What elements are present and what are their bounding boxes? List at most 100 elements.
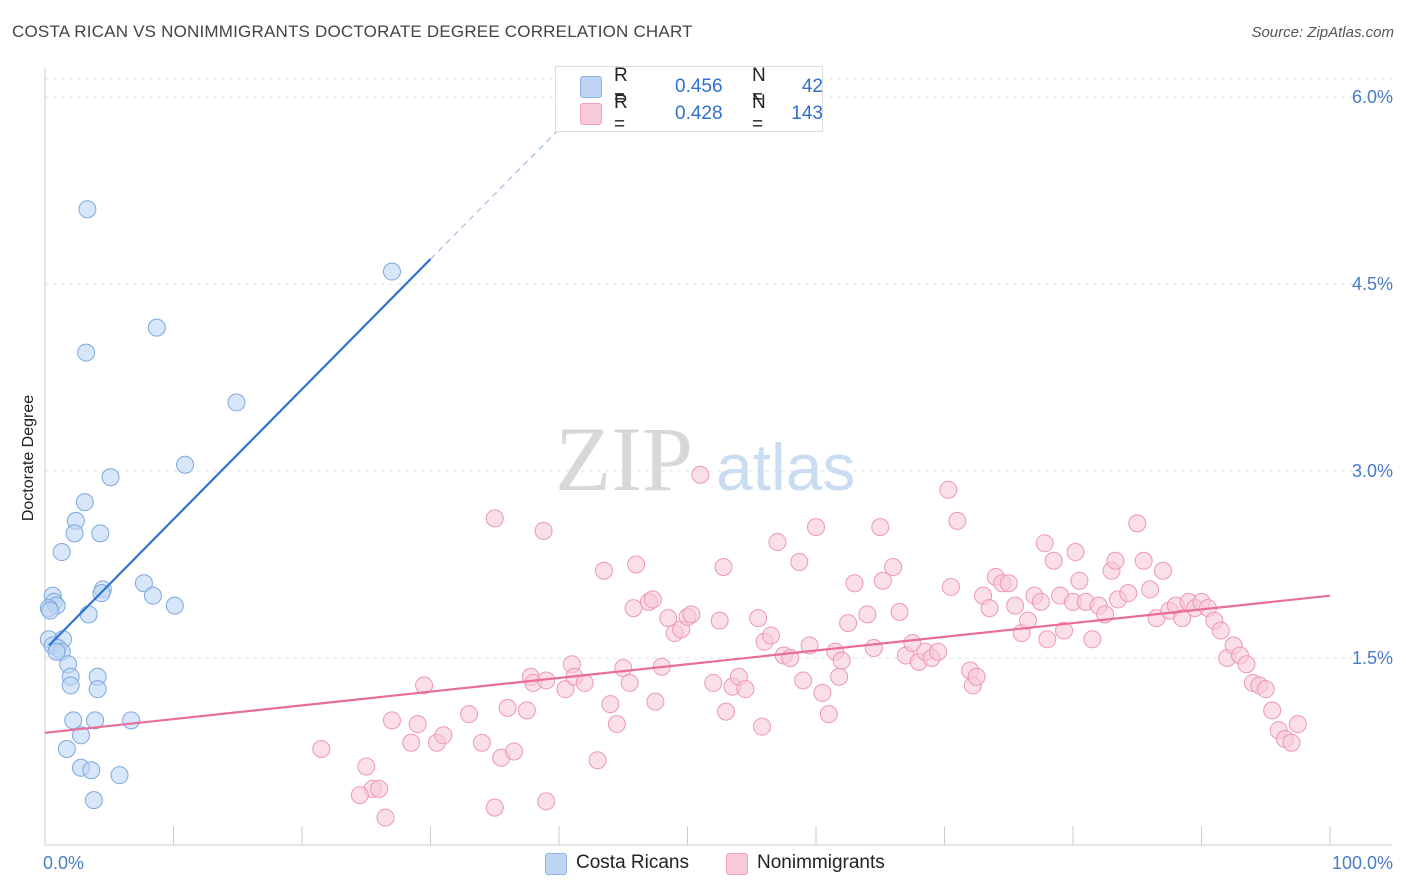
nonimmigrants-point <box>873 571 892 590</box>
axes <box>44 68 1392 846</box>
nonimmigrants-point <box>601 695 620 714</box>
legend-r-label: R = <box>614 92 628 135</box>
legend-n-value: 143 <box>791 103 823 124</box>
y-tick-label: 3.0% <box>1352 461 1393 481</box>
nonimmigrants-point <box>717 702 736 721</box>
costa-ricans-point <box>65 524 84 543</box>
nonimmigrants-point <box>762 626 781 645</box>
nonimmigrants-point <box>999 574 1018 593</box>
nonimmigrants-point <box>1066 543 1085 562</box>
nonimmigrants-point <box>948 511 967 530</box>
nonimmigrants-point <box>1153 561 1172 580</box>
y-tick-label: 6.0% <box>1352 87 1393 107</box>
nonimmigrants-point <box>1019 611 1038 630</box>
x-tick-label-max: 100.0% <box>1332 853 1393 873</box>
nonimmigrants-point <box>939 480 958 499</box>
nonimmigrants-point <box>736 680 755 699</box>
nonimmigrants-point <box>370 779 389 798</box>
nonimmigrants-point <box>1237 655 1256 674</box>
watermark-atlas: atlas <box>716 430 855 504</box>
nonimmigrants-point <box>749 609 768 628</box>
chart-title: COSTA RICAN VS NONIMMIGRANTS DOCTORATE D… <box>12 22 693 41</box>
nonimmigrants-point <box>485 798 504 817</box>
legend-swatch-costa <box>545 853 567 875</box>
nonimmigrants-point <box>575 673 594 692</box>
costa-ricans-point <box>382 262 401 281</box>
nonimmigrants-point <box>819 705 838 724</box>
legend-swatch-nonimm <box>580 103 602 125</box>
nonimmigrants-points <box>312 465 1307 827</box>
costa-ricans-point <box>134 574 153 593</box>
costa-ricans-point <box>57 740 76 759</box>
nonimmigrants-point <box>839 614 858 633</box>
nonimmigrants-point <box>813 683 832 702</box>
nonimmigrants-point <box>1035 534 1054 553</box>
costa-ricans-point <box>82 761 101 780</box>
nonimmigrants-point <box>627 555 646 574</box>
costa-ricans-point <box>86 711 105 730</box>
costa-ricans-point <box>77 343 96 362</box>
trend-lines <box>44 102 1331 734</box>
costa-ricans-point <box>64 711 83 730</box>
nonimmigrants-point <box>768 533 787 552</box>
costa-ricans-point <box>78 200 97 219</box>
legend-label-costa: Costa Ricans <box>576 852 689 873</box>
costa-ricans-point <box>84 791 103 810</box>
nonimmigrants-point <box>588 751 607 770</box>
nonimmigrants-point <box>472 733 491 752</box>
nonimmigrants-point <box>312 740 331 759</box>
nonimmigrants-point <box>620 673 639 692</box>
legend-r-value: 0.428 <box>675 103 723 124</box>
nonimmigrants-point <box>980 599 999 618</box>
nonimmigrants-point <box>643 590 662 609</box>
watermark-zip: ZIP <box>555 408 693 510</box>
nonimmigrants-point <box>1282 733 1301 752</box>
costa-ricans-point <box>110 766 129 785</box>
y-tick-label: 4.5% <box>1352 274 1393 294</box>
costa-ricans-points <box>39 200 401 810</box>
nonimmigrants-point <box>845 574 864 593</box>
watermark: ZIP atlas <box>555 408 855 510</box>
nonimmigrants-point <box>714 557 733 576</box>
nonimmigrants-point <box>594 561 613 580</box>
nonimmigrants-point <box>1134 551 1153 570</box>
nonimmigrants-point <box>1044 551 1063 570</box>
nonimmigrants-point <box>929 642 948 661</box>
nonimmigrants-point <box>415 676 434 695</box>
costa-ricans-point <box>75 493 94 512</box>
nonimmigrants-point <box>357 757 376 776</box>
costa-ricans-point <box>143 586 162 605</box>
nonimmigrants-point <box>1083 630 1102 649</box>
nonimmigrants-point <box>1038 630 1057 649</box>
legend-n-label: N = <box>752 65 766 108</box>
nonimmigrants-point <box>402 733 421 752</box>
nonimmigrants-point <box>1141 580 1160 599</box>
nonimmigrants-point <box>659 609 678 628</box>
x-tick-label-min: 0.0% <box>43 853 84 873</box>
costa-ricans-point <box>47 642 66 661</box>
nonimmigrants-point <box>890 602 909 621</box>
nonimmigrants-point <box>382 711 401 730</box>
nonimmigrants-point <box>1211 621 1230 640</box>
nonimmigrants-point <box>1055 621 1074 640</box>
nonimmigrants-point <box>884 557 903 576</box>
y-tick-label: 1.5% <box>1352 648 1393 668</box>
costa-ricans-point <box>52 543 71 562</box>
costa-ricans-point <box>88 680 107 699</box>
nonimmigrants-point <box>498 698 517 717</box>
nonimmigrants-point <box>534 521 553 540</box>
costa-ricans-point <box>227 393 246 412</box>
nonimmigrants-point <box>607 715 626 734</box>
nonimmigrants-point <box>614 658 633 677</box>
costa-ricans-point <box>61 676 80 695</box>
nonimmigrants-point <box>460 705 479 724</box>
nonimmigrants-point <box>350 786 369 805</box>
nonimmigrants-point <box>556 680 575 699</box>
costa-ricans-point <box>91 524 110 543</box>
costa-ricans-point <box>165 596 184 615</box>
costa-ricans-point <box>101 468 120 487</box>
nonimmigrants-point <box>710 611 729 630</box>
nonimmigrants-point <box>1256 680 1275 699</box>
nonimmigrants-trend-line <box>44 594 1331 734</box>
